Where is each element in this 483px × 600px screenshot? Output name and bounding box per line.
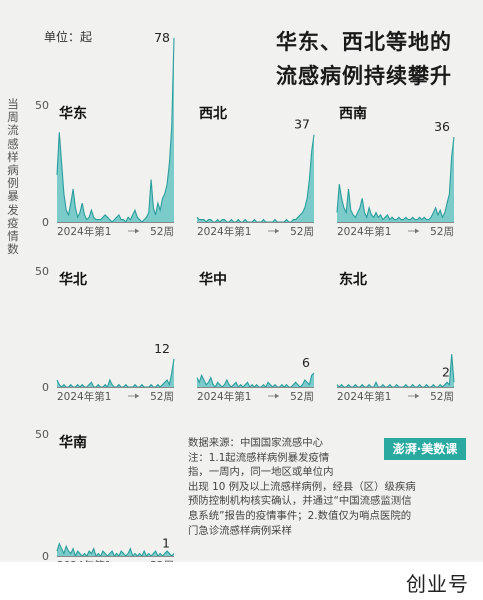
series-area: [197, 373, 314, 387]
y-tick-label: 50: [35, 428, 49, 441]
series-area: [337, 354, 454, 387]
source-note: 数据来源：中国国家流感中心 注：1.1起流感样病例暴发疫情 指，一周内，同一地区…: [188, 436, 470, 538]
x-tick-label: 2024年第1: [57, 390, 111, 403]
panel-title: 东北: [339, 271, 367, 288]
value-label: 12: [154, 341, 170, 356]
x-tick-label: 2024年第1: [197, 390, 251, 403]
x-tick-label: 2024年第1: [337, 390, 391, 403]
source-line: 注：1.1起流感样病例暴发疫情: [188, 451, 330, 464]
title-line-1: 华东、西北等地的: [276, 30, 452, 54]
value-label: 36: [434, 119, 450, 134]
panel-title: 华东: [59, 105, 87, 122]
footer-bar: 创业号: [0, 562, 483, 600]
x-tick-label: 52周: [430, 391, 454, 403]
value-label: 37: [294, 117, 310, 132]
x-tick-label: 52周: [290, 226, 314, 238]
series-area: [57, 358, 174, 387]
series-line: [336, 354, 455, 388]
x-axis-arrow-head: [275, 228, 279, 234]
x-axis-arrow-head: [415, 393, 419, 399]
y-axis-label: 当周流感样病例暴发疫情数: [7, 97, 19, 257]
panel-title: 西北: [199, 106, 227, 122]
value-label: 2: [442, 364, 450, 379]
panel-title: 西南: [339, 105, 367, 122]
x-tick-label: 52周: [430, 226, 454, 238]
value-label: 6: [302, 355, 310, 370]
y-tick-label: 0: [42, 216, 49, 229]
series-line: [196, 372, 315, 388]
series-area: [197, 134, 314, 222]
panel-title: 华南: [59, 434, 87, 451]
panel-title: 华中: [199, 271, 227, 288]
title-line-2: 流感病例持续攀升: [276, 64, 452, 88]
footer-watermark: 创业号: [406, 572, 469, 596]
x-tick-label: 2024年第1: [337, 225, 391, 238]
y-tick-label: 50: [35, 265, 49, 278]
source-line: 数据来源：中国国家流感中心: [188, 437, 324, 449]
x-axis-arrow-head: [275, 393, 279, 399]
value-label: 1: [162, 536, 170, 551]
x-axis-arrow-head: [135, 393, 139, 399]
x-tick-label: 2024年第1: [197, 225, 251, 238]
x-tick-label: 52周: [150, 226, 174, 238]
series-line: [56, 358, 175, 389]
y-tick-label: 0: [42, 381, 49, 394]
series-line: [196, 134, 315, 223]
source-line: 息系统”报告的疫情事件；2.数值仅为哨点医院的: [188, 509, 412, 522]
source-line: 指，一周内，同一地区或单位内: [188, 466, 334, 479]
series-line: [336, 136, 455, 221]
x-tick-label: 52周: [150, 391, 174, 403]
series-line: [56, 37, 175, 223]
series-area: [57, 37, 174, 223]
x-axis-arrow-head: [135, 228, 139, 234]
source-line: 出现 10 例及以上流感样病例，经县（区）级疾病: [188, 480, 416, 493]
unit-label: 单位：起: [44, 30, 93, 44]
source-line: 门急诊流感样病例采样: [188, 524, 292, 537]
x-axis-arrow-head: [415, 228, 419, 234]
y-tick-label: 0: [42, 550, 49, 563]
publisher-logo: 澎湃·美数课: [384, 438, 466, 460]
x-tick-label: 2024年第1: [57, 225, 111, 238]
series-line: [56, 542, 175, 558]
source-line: 预防控制机构核实确认，并通过“中国流感监测信: [188, 495, 412, 508]
panel-title: 华北: [59, 271, 87, 288]
x-tick-label: 52周: [290, 391, 314, 403]
value-label: 78: [154, 30, 170, 45]
y-tick-label: 50: [35, 99, 49, 112]
series-area: [337, 137, 454, 222]
